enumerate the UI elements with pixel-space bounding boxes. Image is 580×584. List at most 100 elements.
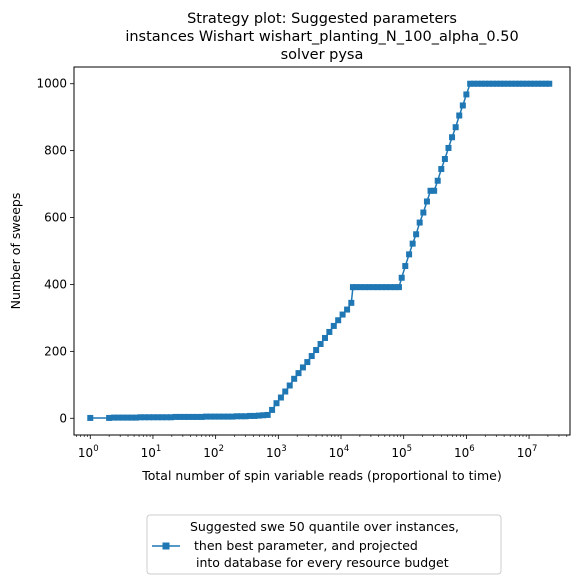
data-point [251,412,258,419]
data-point [313,347,320,354]
x-tick-label: 105 [391,444,412,460]
data-point [233,413,240,420]
legend-marker-sample [162,542,170,550]
y-tick-label: 1000 [36,77,67,91]
data-point [260,412,267,419]
y-tick-label: 800 [44,144,67,158]
data-point [459,102,466,109]
data-point [413,231,420,238]
data-point [330,322,337,329]
data-point [456,112,463,119]
data-point [349,284,356,291]
data-point [225,413,232,420]
data-point [406,251,413,258]
data-point [282,388,289,395]
data-point [423,198,430,205]
axes-frame [73,66,571,436]
data-point [308,353,315,360]
data-point [211,413,218,420]
x-tick-label: 104 [329,444,350,460]
data-point [242,413,249,420]
data-point [493,80,500,87]
data-point [87,414,94,421]
y-tick-label: 200 [44,344,67,358]
data-point [264,411,271,418]
data-point [326,328,333,335]
data-point [527,80,534,87]
data-point [391,284,398,291]
data-point [141,414,148,421]
data-point [452,124,459,131]
data-point [111,414,118,421]
data-point [501,80,508,87]
data-point [516,80,523,87]
data-point [357,284,364,291]
y-tick-label: 400 [44,277,67,291]
data-point [150,414,157,421]
data-point [402,263,409,270]
x-axis-label: Total number of spin variable reads (pro… [141,468,502,483]
data-point [344,306,351,313]
data-point [229,413,236,420]
data-point [508,80,515,87]
data-point [339,311,346,318]
chart-title-line-3: solver pysa [281,47,364,63]
data-point [133,414,140,421]
data-point [299,364,306,371]
data-point [220,413,227,420]
data-point [286,382,293,389]
data-point [463,91,470,98]
data-point [398,274,405,281]
data-point [115,414,122,421]
data-point [449,134,456,141]
data-point [176,413,183,420]
x-axis-ticks: 100 101 102 103 104 105 106 107 [76,435,568,460]
data-point [238,413,245,420]
chart-title-line-1: Strategy plot: Suggested parameters [187,11,457,27]
data-point [370,284,377,291]
data-point [434,177,441,184]
data-point [538,80,545,87]
data-point [438,166,445,173]
data-point [317,341,324,347]
data-point [482,80,489,87]
data-point [478,80,485,87]
data-point [470,80,477,87]
y-tick-label: 600 [44,211,67,225]
plot-area: 100 101 102 103 104 105 106 107 0 200 400 600 800 10… [36,66,571,460]
data-point [198,413,205,420]
data-point [378,284,385,291]
data-point [273,400,280,407]
x-tick-label: 107 [517,444,538,460]
data-point [194,413,201,420]
data-point [441,156,448,162]
data-point [181,413,188,420]
data-point [106,414,113,421]
data-point [383,284,390,291]
data-point [119,414,126,421]
legend: Suggested swe 50 quantile over instances… [146,514,502,575]
data-point [269,406,276,413]
data-point [255,412,262,419]
data-point [409,240,416,247]
data-point [519,80,526,87]
data-point [374,284,381,291]
data-point [427,187,434,194]
data-point [387,284,394,291]
data-point [486,80,493,87]
data-point [159,414,166,421]
data-point [137,414,144,421]
data-point [154,414,161,421]
data-point [277,394,284,401]
data-point [531,80,538,87]
data-point [523,80,530,87]
data-point [504,80,511,87]
data-point [207,413,214,420]
data-point [304,359,311,366]
data-point [321,334,328,341]
data-point [189,413,196,420]
data-point [348,299,355,306]
data-point [497,80,504,87]
data-point [203,413,210,420]
data-point [535,80,542,87]
